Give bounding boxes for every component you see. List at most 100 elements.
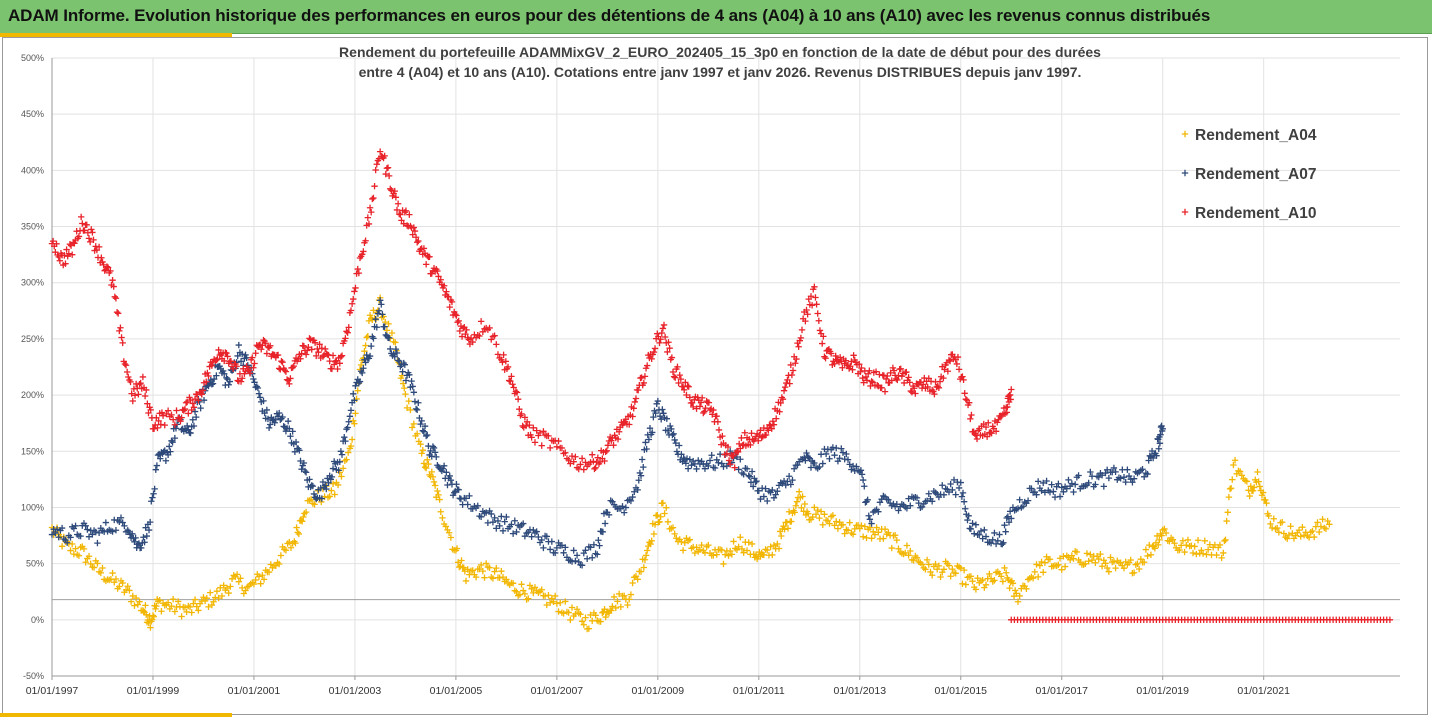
point-Rendement_A10: [610, 441, 617, 449]
point-Rendement_A04: [439, 514, 446, 522]
point-Rendement_A04: [250, 580, 258, 588]
point-Rendement_A04: [817, 508, 825, 515]
point-Rendement_A07: [1103, 466, 1111, 473]
point-Rendement_A10: [355, 269, 363, 277]
series-Rendement_A07: [48, 297, 1166, 569]
point-Rendement_A07: [905, 495, 912, 502]
x-tick-label: 01/01/2009: [632, 685, 685, 697]
point-Rendement_A10: [523, 418, 531, 426]
point-Rendement_A10: [681, 386, 688, 394]
point-Rendement_A10: [393, 206, 401, 214]
point-Rendement_A07: [560, 549, 567, 557]
point-Rendement_A04: [491, 568, 498, 575]
point-Rendement_A10: [954, 353, 962, 361]
point-Rendement_A04: [149, 612, 157, 619]
point-Rendement_A07: [965, 512, 972, 520]
point-Rendement_A04: [366, 312, 374, 319]
point-Rendement_A04: [242, 587, 249, 594]
point-Rendement_A04: [735, 543, 742, 550]
legend-marker: [1181, 169, 1189, 177]
point-Rendement_A07: [196, 398, 203, 406]
point-Rendement_A10: [279, 359, 286, 366]
point-Rendement_A10: [318, 345, 326, 352]
point-Rendement_A07: [205, 382, 212, 390]
point-Rendement_A07: [1024, 497, 1032, 504]
point-Rendement_A10: [731, 464, 738, 471]
legend-marker: [1181, 130, 1189, 138]
point-Rendement_A04: [1231, 457, 1239, 464]
point-Rendement_A04: [477, 561, 485, 569]
point-Rendement_A04: [1095, 555, 1102, 563]
point-Rendement_A10: [56, 257, 64, 264]
point-Rendement_A04: [1188, 542, 1195, 549]
point-Rendement_A04: [267, 561, 274, 568]
point-Rendement_A07: [370, 335, 377, 342]
point-Rendement_A10: [359, 251, 366, 258]
point-Rendement_A04: [129, 592, 136, 600]
point-Rendement_A07: [260, 397, 267, 405]
point-Rendement_A10: [428, 270, 435, 277]
point-Rendement_A10: [319, 353, 327, 360]
point-Rendement_A04: [1105, 568, 1113, 575]
point-Rendement_A04: [849, 531, 857, 538]
point-Rendement_A10: [536, 429, 544, 437]
point-Rendement_A04: [659, 499, 667, 507]
point-Rendement_A07: [976, 531, 983, 538]
point-Rendement_A10: [122, 362, 130, 369]
point-Rendement_A04: [728, 551, 736, 558]
point-Rendement_A04: [1144, 552, 1151, 560]
point-Rendement_A04: [967, 573, 975, 580]
point-Rendement_A07: [411, 398, 419, 405]
point-Rendement_A04: [94, 560, 101, 567]
point-Rendement_A07: [1050, 488, 1057, 495]
point-Rendement_A07: [945, 488, 953, 496]
point-Rendement_A10: [961, 390, 968, 397]
point-Rendement_A07: [599, 528, 607, 536]
point-Rendement_A04: [1326, 521, 1333, 528]
point-Rendement_A07: [446, 472, 453, 480]
point-Rendement_A07: [819, 460, 826, 467]
point-Rendement_A07: [737, 456, 744, 463]
point-Rendement_A04: [1256, 483, 1263, 490]
point-Rendement_A04: [1176, 546, 1183, 554]
point-Rendement_A10: [533, 427, 540, 434]
point-Rendement_A07: [296, 447, 303, 454]
point-Rendement_A07: [903, 505, 911, 512]
point-Rendement_A10: [816, 327, 824, 334]
point-Rendement_A10: [558, 444, 566, 452]
point-Rendement_A04: [1194, 537, 1202, 544]
point-Rendement_A10: [304, 347, 311, 354]
point-Rendement_A04: [419, 446, 426, 454]
point-Rendement_A07: [1056, 493, 1064, 500]
point-Rendement_A10: [251, 360, 258, 367]
point-Rendement_A07: [145, 526, 153, 534]
point-Rendement_A07: [350, 390, 357, 397]
point-Rendement_A07: [415, 399, 422, 406]
legend: Rendement_A04 Rendement_A07 Rendement_A10: [1181, 127, 1317, 222]
point-Rendement_A07: [843, 450, 850, 458]
point-Rendement_A04: [1254, 468, 1261, 476]
point-Rendement_A07: [1085, 479, 1092, 487]
point-Rendement_A04: [819, 521, 826, 528]
point-Rendement_A04: [873, 524, 880, 531]
point-Rendement_A07: [92, 528, 99, 536]
point-Rendement_A07: [289, 428, 296, 435]
point-Rendement_A10: [110, 283, 117, 290]
point-Rendement_A10: [518, 410, 525, 418]
point-Rendement_A07: [745, 472, 752, 479]
point-Rendement_A07: [940, 491, 948, 499]
point-Rendement_A07: [538, 536, 545, 544]
point-Rendement_A07: [553, 544, 561, 552]
point-Rendement_A04: [624, 601, 631, 609]
point-Rendement_A07: [769, 486, 776, 494]
point-Rendement_A10: [129, 397, 136, 405]
x-tick-label: 01/01/2015: [934, 685, 987, 697]
point-Rendement_A10: [888, 377, 895, 384]
point-Rendement_A04: [1259, 489, 1267, 496]
point-Rendement_A04: [518, 581, 525, 588]
point-Rendement_A04: [1134, 560, 1141, 567]
point-Rendement_A04: [745, 539, 752, 546]
point-Rendement_A04: [934, 566, 941, 573]
point-Rendement_A07: [1008, 515, 1015, 522]
point-Rendement_A10: [406, 211, 413, 218]
